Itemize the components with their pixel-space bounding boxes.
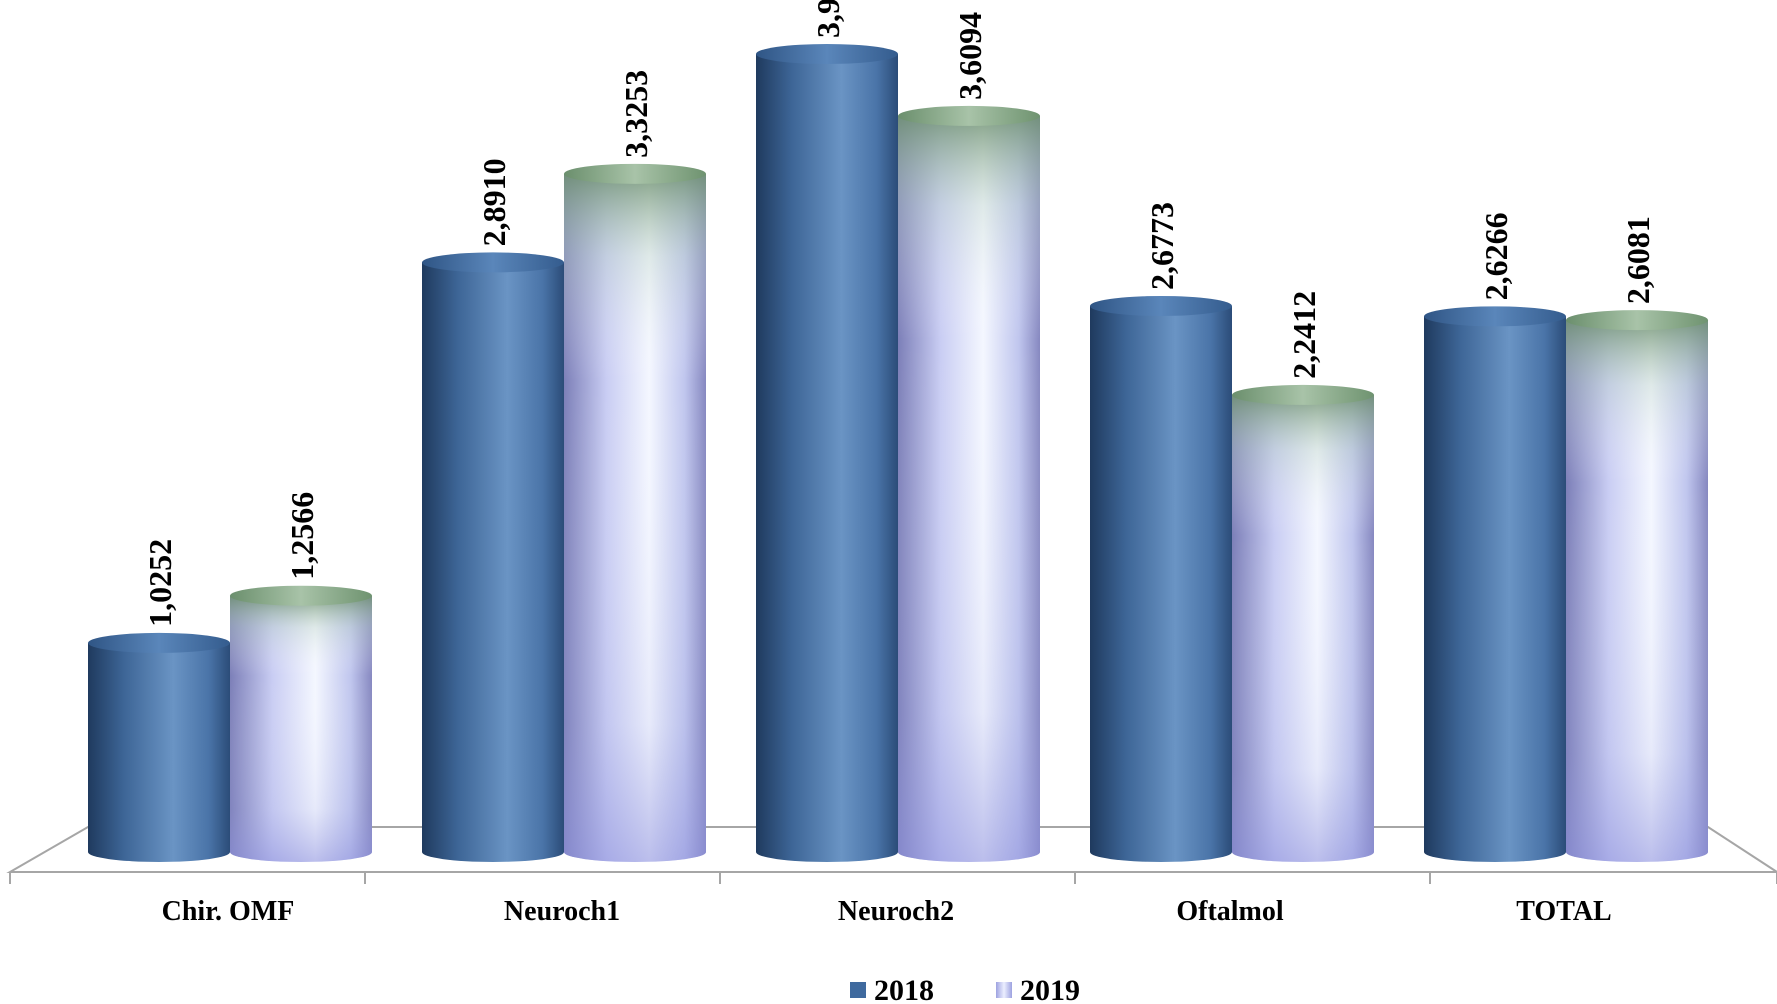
data-label-2018-2: 3,9129 <box>810 0 846 38</box>
bar-top <box>230 585 372 606</box>
category-label-3: Oftalmol <box>1176 896 1284 927</box>
x-axis-ticks <box>9 872 1777 884</box>
bar-body-shade <box>898 115 1040 862</box>
bar-top <box>1232 384 1374 405</box>
bar-2019-2 <box>898 105 1040 862</box>
bar-top <box>756 44 898 64</box>
legend: 2018 2019 <box>850 974 1080 1004</box>
bar-2018-2 <box>756 44 898 862</box>
bar-body <box>88 642 230 862</box>
data-label-2018-0: 1,0252 <box>142 539 178 627</box>
bar-2018-1 <box>422 252 564 862</box>
legend-swatch <box>996 982 1012 998</box>
legend-item-2018: 2018 <box>850 974 934 1004</box>
bar-top <box>1424 306 1566 327</box>
bar-body-shade <box>230 595 372 862</box>
data-label-2018-3: 2,6773 <box>1144 202 1180 290</box>
legend-label: 2019 <box>1020 974 1080 1004</box>
data-label-2018-1: 2,8910 <box>476 158 512 246</box>
bar-body-shade <box>1566 320 1708 863</box>
data-labels: 1,0252 1,2566 2,8910 3,3253 3,9129 3,6094 2,67… <box>142 0 1656 627</box>
data-label-2018-4: 2,6266 <box>1478 212 1514 300</box>
data-label-2019-2: 3,6094 <box>952 12 988 100</box>
legend-label: 2018 <box>874 974 934 1004</box>
bar-top <box>898 105 1040 126</box>
legend-item-2019: 2019 <box>996 974 1080 1004</box>
data-label-2019-4: 2,6081 <box>1620 216 1656 304</box>
bar-2019-4 <box>1566 310 1708 863</box>
data-label-2019-1: 3,3253 <box>618 70 654 158</box>
category-labels: Chir. OMF Neuroch1 Neuroch2 Oftalmol TOTAL <box>162 896 1612 927</box>
bar-body <box>1090 305 1232 862</box>
bar-top <box>1566 310 1708 331</box>
category-label-0: Chir. OMF <box>162 896 295 927</box>
bar-top <box>1090 295 1232 316</box>
bar-top <box>88 632 230 653</box>
category-label-2: Neuroch2 <box>838 896 954 927</box>
bar-2018-3 <box>1090 295 1232 862</box>
bar-2019-0 <box>230 585 372 862</box>
data-label-2019-0: 1,2566 <box>284 492 320 580</box>
legend-swatch <box>850 982 866 998</box>
bar-body-shade <box>1232 394 1374 862</box>
bar-2019-3 <box>1232 384 1374 862</box>
category-label-4: TOTAL <box>1516 896 1611 927</box>
bar-2019-1 <box>564 163 706 862</box>
bar-2018-4 <box>1424 306 1566 862</box>
category-label-1: Neuroch1 <box>504 896 620 927</box>
bar-body <box>1424 316 1566 862</box>
data-label-2019-3: 2,2412 <box>1286 291 1322 379</box>
bars <box>88 44 1708 863</box>
bar-2018-0 <box>88 632 230 862</box>
bar-body <box>756 54 898 862</box>
bar-top <box>422 252 564 273</box>
bar-body <box>422 262 564 862</box>
bar-top <box>564 163 706 184</box>
bar-body-shade <box>564 173 706 862</box>
